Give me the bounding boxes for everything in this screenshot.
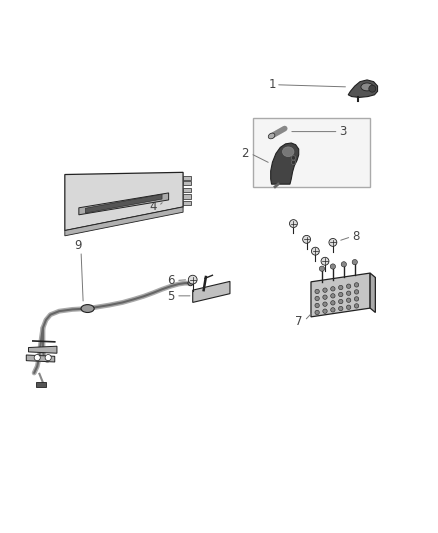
Circle shape [290,220,297,228]
Circle shape [323,302,327,306]
Circle shape [311,247,319,255]
Circle shape [315,310,319,314]
Circle shape [188,275,197,284]
Circle shape [354,297,359,301]
Text: 9: 9 [74,239,81,252]
Polygon shape [65,207,183,236]
Polygon shape [85,194,162,213]
Circle shape [331,287,335,291]
Circle shape [188,280,193,286]
Bar [183,176,191,180]
Bar [183,194,191,199]
Circle shape [346,284,351,288]
Circle shape [369,85,376,92]
Ellipse shape [283,147,294,157]
Text: 5: 5 [167,290,174,303]
Circle shape [315,296,319,301]
Circle shape [352,260,357,265]
Circle shape [341,262,346,267]
Circle shape [346,291,351,295]
Text: 6: 6 [167,274,174,287]
Circle shape [346,298,351,302]
Bar [183,188,191,192]
Circle shape [339,300,343,304]
Circle shape [331,294,335,298]
Polygon shape [65,172,183,231]
Circle shape [329,238,337,246]
Circle shape [330,264,336,269]
Circle shape [319,266,325,271]
Polygon shape [28,346,57,353]
Circle shape [339,285,343,290]
Circle shape [291,160,296,165]
Circle shape [323,295,327,300]
FancyBboxPatch shape [253,118,370,187]
Polygon shape [311,273,370,317]
Circle shape [303,236,311,243]
Polygon shape [271,143,299,184]
Circle shape [34,354,40,361]
Text: 2: 2 [241,147,249,160]
Circle shape [346,305,351,310]
Circle shape [354,282,359,287]
Circle shape [339,292,343,297]
Circle shape [321,257,329,265]
Circle shape [354,304,359,308]
Circle shape [323,309,327,313]
Text: 4: 4 [149,200,157,213]
Text: 1: 1 [269,78,276,91]
Text: 7: 7 [295,315,302,328]
Circle shape [331,308,335,312]
Circle shape [323,288,327,292]
Polygon shape [370,273,375,312]
Circle shape [339,306,343,311]
Circle shape [331,301,335,305]
Bar [183,181,191,185]
Polygon shape [193,281,230,302]
Polygon shape [79,193,169,215]
Bar [183,201,191,205]
Text: 8: 8 [352,230,359,243]
Circle shape [315,303,319,308]
Circle shape [291,156,296,160]
Polygon shape [348,80,378,98]
Ellipse shape [268,133,275,139]
Bar [36,382,46,387]
Text: 3: 3 [339,125,347,138]
Ellipse shape [361,83,373,91]
Polygon shape [26,355,55,362]
Ellipse shape [81,304,94,312]
Circle shape [354,290,359,294]
Circle shape [45,354,51,361]
Circle shape [315,289,319,294]
